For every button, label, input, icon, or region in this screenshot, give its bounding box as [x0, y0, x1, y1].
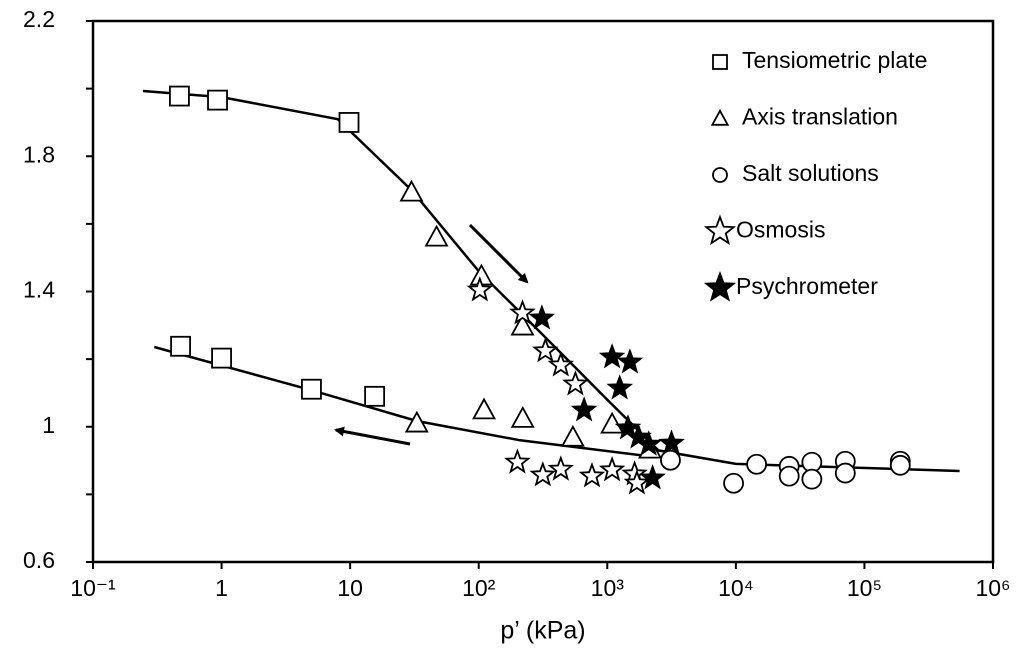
marker	[532, 337, 559, 363]
marker	[472, 397, 497, 420]
marker	[712, 54, 728, 70]
marker	[211, 347, 232, 369]
legend-label: Salt solutions	[742, 160, 879, 186]
marker	[504, 448, 531, 474]
marker	[712, 167, 728, 183]
marker	[547, 455, 575, 481]
marker	[710, 108, 730, 126]
legend-label: Tensiometric plate	[742, 47, 927, 73]
x-tick-label: 10²	[462, 575, 496, 601]
marker	[528, 304, 556, 330]
marker	[301, 378, 322, 400]
x-axis-label: p’ (kPa)	[500, 617, 585, 645]
marker	[510, 313, 535, 336]
marker	[207, 89, 228, 111]
marker	[399, 179, 424, 202]
x-tick-label: 1	[215, 575, 228, 601]
y-tick-label: 1	[42, 412, 55, 438]
marker	[635, 430, 663, 456]
marker	[600, 411, 625, 434]
y-tick-label: 1.4	[23, 277, 55, 303]
x-tick-label: 10⁻¹	[70, 575, 116, 601]
marker	[606, 374, 634, 400]
marker	[889, 454, 911, 476]
x-tick-label: 10⁴	[718, 575, 753, 601]
marker	[616, 348, 644, 374]
arrow	[334, 426, 411, 446]
y-tick-label: 1.8	[23, 141, 55, 167]
marker	[623, 469, 651, 495]
marker	[560, 424, 585, 447]
marker	[703, 214, 737, 246]
marker	[338, 112, 360, 133]
marker	[509, 299, 536, 325]
marker	[466, 276, 494, 302]
marker	[658, 429, 685, 455]
marker	[639, 464, 666, 490]
marker	[562, 370, 589, 396]
marker	[510, 405, 535, 428]
marker	[746, 453, 768, 475]
fit-line	[142, 89, 960, 473]
marker	[170, 335, 191, 357]
marker	[578, 462, 606, 488]
y-tick-label: 0.6	[23, 547, 55, 573]
legend-label: Osmosis	[736, 217, 825, 243]
marker	[529, 461, 557, 487]
marker	[801, 468, 823, 490]
marker	[364, 385, 386, 407]
marker	[598, 343, 626, 369]
marker	[778, 465, 800, 487]
marker	[598, 455, 626, 482]
marker	[404, 410, 429, 433]
x-tick-label: 10⁶	[975, 575, 1010, 601]
legend-label: Psychrometer	[736, 273, 878, 299]
marker	[169, 85, 190, 107]
marker	[547, 351, 575, 377]
x-tick-label: 10³	[591, 575, 625, 601]
marker	[723, 472, 744, 494]
marker	[570, 396, 598, 422]
marker	[834, 462, 856, 484]
arrow	[468, 223, 529, 284]
marker	[424, 224, 449, 247]
x-tick-label: 10⁵	[847, 575, 882, 601]
marker	[660, 449, 681, 471]
y-tick-label: 2.2	[23, 6, 55, 32]
x-tick-label: 10	[337, 575, 363, 601]
marker	[703, 271, 737, 302]
legend-label: Axis translation	[742, 104, 898, 130]
